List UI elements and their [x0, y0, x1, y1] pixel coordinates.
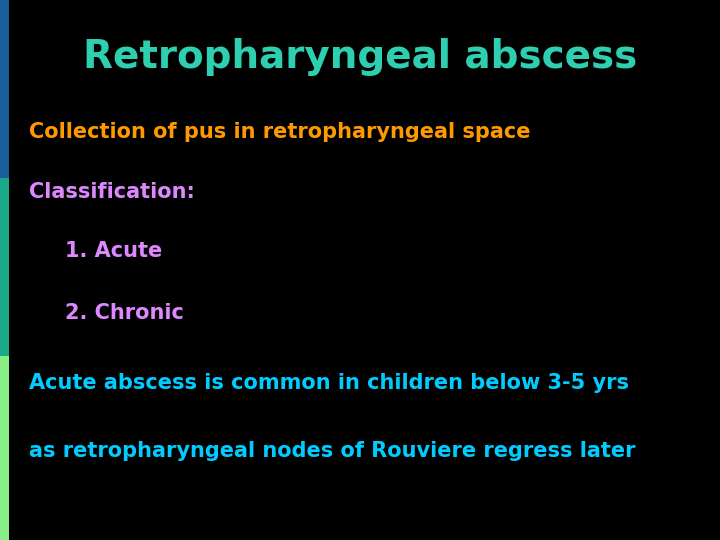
Text: as retropharyngeal nodes of Rouviere regress later: as retropharyngeal nodes of Rouviere reg…	[29, 441, 635, 461]
Bar	[0, 178, 9, 356]
Text: Acute abscess is common in children below 3-5 yrs: Acute abscess is common in children belo…	[29, 373, 629, 394]
Text: 1. Acute: 1. Acute	[65, 241, 162, 261]
Text: Collection of pus in retropharyngeal space: Collection of pus in retropharyngeal spa…	[29, 122, 531, 143]
Text: 2. Chronic: 2. Chronic	[65, 303, 184, 323]
Bar	[0, 356, 9, 540]
Text: Retropharyngeal abscess: Retropharyngeal abscess	[83, 38, 637, 76]
Bar	[0, 0, 9, 178]
Text: Classification:: Classification:	[29, 181, 194, 202]
